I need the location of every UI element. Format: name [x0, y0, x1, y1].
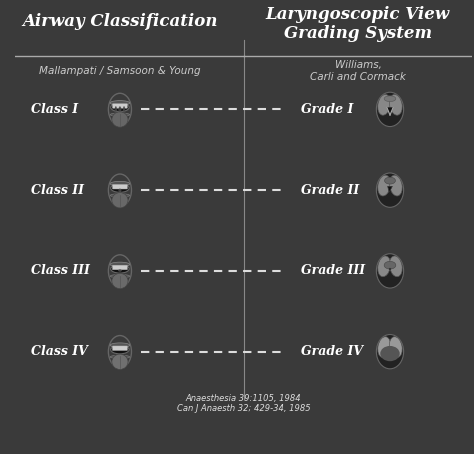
Ellipse shape: [110, 182, 130, 186]
FancyBboxPatch shape: [112, 265, 128, 270]
Ellipse shape: [380, 346, 400, 361]
Ellipse shape: [384, 262, 396, 269]
Ellipse shape: [111, 184, 129, 192]
FancyBboxPatch shape: [112, 346, 128, 350]
Ellipse shape: [390, 94, 402, 115]
Ellipse shape: [111, 103, 129, 112]
Ellipse shape: [376, 254, 404, 288]
FancyBboxPatch shape: [112, 184, 128, 189]
Text: Laryngoscopic View
Grading System: Laryngoscopic View Grading System: [266, 6, 450, 42]
Ellipse shape: [110, 275, 130, 278]
Ellipse shape: [376, 335, 404, 369]
Ellipse shape: [119, 189, 121, 192]
Ellipse shape: [376, 173, 404, 207]
Ellipse shape: [111, 265, 129, 273]
Text: Class II: Class II: [31, 184, 84, 197]
Ellipse shape: [110, 194, 130, 197]
Ellipse shape: [390, 337, 402, 357]
Ellipse shape: [378, 94, 391, 115]
Text: Anaesthesia 39:1105, 1984
Can J Anaesth 32; 429-34, 1985: Anaesthesia 39:1105, 1984 Can J Anaesth …: [177, 394, 310, 413]
Ellipse shape: [378, 175, 391, 196]
Text: Grade II: Grade II: [301, 184, 359, 197]
Ellipse shape: [384, 96, 396, 102]
Polygon shape: [387, 108, 393, 115]
Ellipse shape: [111, 345, 129, 354]
Text: Class I: Class I: [31, 103, 78, 116]
Text: Grade I: Grade I: [301, 103, 353, 116]
Text: Class III: Class III: [31, 264, 90, 277]
Ellipse shape: [112, 192, 128, 208]
Ellipse shape: [110, 113, 130, 116]
Polygon shape: [388, 186, 392, 192]
Ellipse shape: [110, 101, 130, 105]
FancyBboxPatch shape: [112, 104, 128, 108]
Text: Mallampati / Samsoon & Young: Mallampati / Samsoon & Young: [39, 66, 201, 76]
Ellipse shape: [378, 337, 391, 357]
Ellipse shape: [112, 354, 128, 370]
Text: Airway Classification: Airway Classification: [22, 14, 218, 30]
Ellipse shape: [384, 177, 395, 184]
Ellipse shape: [123, 107, 125, 111]
Ellipse shape: [390, 175, 402, 196]
Ellipse shape: [110, 355, 130, 359]
Text: Grade IV: Grade IV: [301, 345, 363, 358]
Ellipse shape: [390, 256, 402, 276]
Text: Williams,
Carli and Cormack: Williams, Carli and Cormack: [310, 60, 406, 82]
Ellipse shape: [110, 343, 130, 347]
Ellipse shape: [378, 256, 391, 276]
Ellipse shape: [376, 92, 404, 127]
Ellipse shape: [112, 112, 128, 127]
Ellipse shape: [110, 262, 130, 267]
Ellipse shape: [118, 270, 121, 271]
Ellipse shape: [115, 107, 117, 111]
Ellipse shape: [112, 273, 128, 289]
Ellipse shape: [119, 107, 121, 112]
Ellipse shape: [389, 268, 391, 270]
Text: Class IV: Class IV: [31, 345, 88, 358]
Text: Grade III: Grade III: [301, 264, 365, 277]
